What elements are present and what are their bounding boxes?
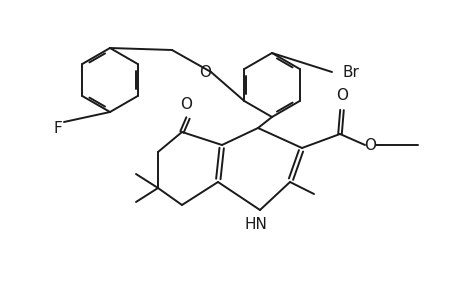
Text: O: O [199, 64, 211, 80]
Text: O: O [335, 88, 347, 103]
Text: F: F [54, 121, 62, 136]
Text: O: O [363, 137, 375, 152]
Text: O: O [179, 97, 191, 112]
Text: Br: Br [341, 64, 358, 80]
Text: HN: HN [244, 217, 267, 232]
